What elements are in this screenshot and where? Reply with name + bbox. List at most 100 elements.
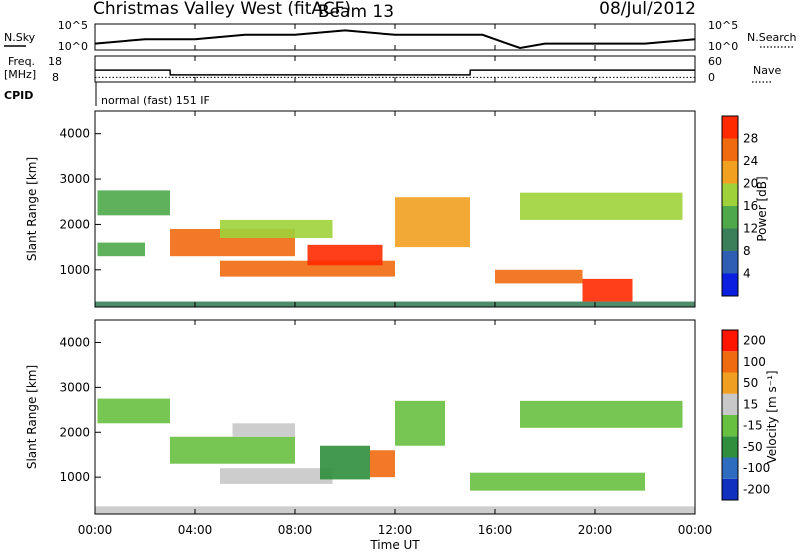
freq-label: Freq. xyxy=(8,55,35,68)
power-region xyxy=(495,269,583,284)
power-colorbar-segment xyxy=(722,116,738,139)
power-colorbar-tick: 28 xyxy=(743,132,758,146)
power-region xyxy=(520,192,683,220)
velocity-region xyxy=(395,400,445,446)
velocity-colorbar-tick: -200 xyxy=(743,482,770,496)
beam-title: Beam 13 xyxy=(318,2,394,22)
power-colorbar-tick: 20 xyxy=(743,177,758,191)
freq-unit-label: [MHz] xyxy=(4,68,36,81)
nsky-tick-bottom: 10^0 xyxy=(58,40,88,53)
power-colorbar-segment xyxy=(722,138,738,161)
x-tick-label: 12:00 xyxy=(378,523,413,537)
power-y-ticks: 1000 2000 3000 4000 xyxy=(59,127,101,277)
velocity-colorbar-tick: -15 xyxy=(743,419,763,433)
velocity-colorbar-tick: 50 xyxy=(743,376,758,390)
velocity-region xyxy=(520,400,683,428)
power-region xyxy=(307,244,383,266)
velocity-region xyxy=(97,398,170,424)
nsearch-label: N.Search xyxy=(747,31,797,44)
velocity-region xyxy=(470,472,645,491)
velocity-region xyxy=(170,436,295,464)
y-tick-label: 1000 xyxy=(59,263,90,277)
y-tick-label: 3000 xyxy=(59,172,90,186)
freq-tick-bottom: 8 xyxy=(52,71,59,84)
velocity-colorbar-frame xyxy=(721,329,739,501)
x-tick-label: 04:00 xyxy=(178,523,213,537)
velocity-y-axis-label: Slant Range [km] xyxy=(25,365,39,469)
power-colorbar-segment xyxy=(722,251,738,274)
velocity-colorbar-tick: 15 xyxy=(743,397,758,411)
power-heatmap xyxy=(95,190,695,307)
velocity-colorbar-label: Velocity [m s⁻¹] xyxy=(765,370,779,463)
power-colorbar-tick: 4 xyxy=(743,267,751,281)
nsky-label: N.Sky xyxy=(4,31,36,44)
x-axis-label: Time UT xyxy=(369,538,420,552)
power-colorbar-label: Power [dB] xyxy=(755,176,769,241)
velocity-colorbar-segment xyxy=(722,415,738,437)
cpid-text: normal (fast) 151 IF xyxy=(101,94,210,107)
velocity-region xyxy=(320,445,370,480)
velocity-colorbar-tick: 100 xyxy=(743,355,766,369)
velocity-colorbar-segment xyxy=(722,393,738,415)
nave-tick-bottom: 0 xyxy=(708,71,715,84)
velocity-colorbar-segment xyxy=(722,351,738,373)
power-colorbar-tick: 8 xyxy=(743,244,751,258)
velocity-colorbar: 200 100 50 15 -15 -50 -100 -200 xyxy=(721,329,770,501)
nsky-series xyxy=(94,29,696,50)
x-tick-label: 08:00 xyxy=(278,523,313,537)
x-tick-label: 20:00 xyxy=(578,523,613,537)
y-tick-label: 1000 xyxy=(59,470,90,484)
velocity-region xyxy=(232,423,295,437)
velocity-colorbar-segment xyxy=(722,436,738,458)
velocity-region xyxy=(370,450,395,478)
y-tick-label: 2000 xyxy=(59,217,90,231)
velocity-region xyxy=(220,468,333,484)
power-colorbar-tick: 12 xyxy=(743,222,758,236)
nsearch-tick-top: 10^5 xyxy=(708,19,738,32)
freq-tick-top: 18 xyxy=(48,55,62,68)
power-region xyxy=(97,190,170,216)
power-colorbar-segment xyxy=(722,228,738,251)
velocity-colorbar-segment xyxy=(722,330,738,352)
nsky-tick-top: 10^5 xyxy=(58,19,88,32)
x-axis-ticks: 00:00 04:00 08:00 12:00 16:00 20:00 00:00 xyxy=(78,24,713,537)
nsky-line xyxy=(94,29,696,50)
power-colorbar-segment xyxy=(722,273,738,296)
y-tick-label: 4000 xyxy=(59,127,90,141)
velocity-colorbar-tick: 200 xyxy=(743,334,766,348)
velocity-heatmap xyxy=(95,398,695,514)
power-colorbar-segment xyxy=(722,183,738,206)
station-title: Christmas Valley West (fitACF) xyxy=(93,0,351,19)
power-y-axis-label: Slant Range [km] xyxy=(25,157,39,261)
power-colorbar: 4 8 12 16 20 24 28 xyxy=(721,115,758,297)
y-tick-label: 2000 xyxy=(59,425,90,439)
power-colorbar-tick: 16 xyxy=(743,199,758,213)
power-region xyxy=(220,219,333,239)
y-tick-label: 3000 xyxy=(59,380,90,394)
nave-label: Nave xyxy=(753,64,781,77)
power-region xyxy=(97,242,145,257)
cpid-label: CPID xyxy=(4,89,33,102)
y-tick-label: 4000 xyxy=(59,335,90,349)
nave-tick-top: 60 xyxy=(708,55,722,68)
velocity-colorbar-segment xyxy=(722,478,738,500)
power-region xyxy=(582,278,633,302)
velocity-colorbar-tick: -100 xyxy=(743,461,770,475)
power-colorbar-tick: 24 xyxy=(743,154,758,168)
power-colorbar-segment xyxy=(722,206,738,229)
velocity-colorbar-tick: -50 xyxy=(743,440,763,454)
x-tick-label: 00:00 xyxy=(78,523,113,537)
power-region xyxy=(395,197,470,248)
x-tick-label: 16:00 xyxy=(478,523,513,537)
power-colorbar-segment xyxy=(722,161,738,184)
velocity-y-ticks: 1000 2000 3000 4000 xyxy=(59,335,101,484)
nsearch-tick-bottom: 10^0 xyxy=(708,40,738,53)
velocity-colorbar-segment xyxy=(722,457,738,479)
velocity-colorbar-segment xyxy=(722,372,738,394)
date-title: 08/Jul/2012 xyxy=(599,0,696,19)
freq-series xyxy=(95,69,695,78)
power-colorbar-frame xyxy=(721,115,739,297)
freq-line xyxy=(95,69,695,76)
x-tick-label: 00:00 xyxy=(678,523,713,537)
